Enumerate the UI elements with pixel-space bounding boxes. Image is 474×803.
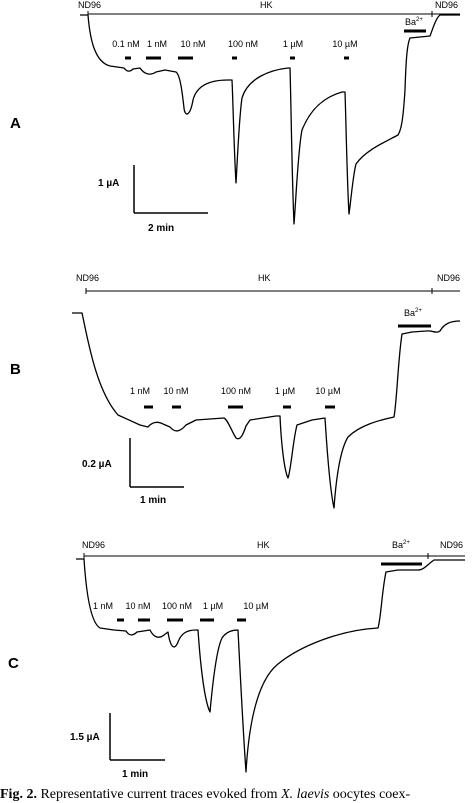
panel-b-conc-label: 10 µM	[315, 386, 340, 396]
panel-c-conc-label: 10 µM	[243, 601, 268, 611]
panel-a-conc-label: 100 nM	[228, 39, 258, 49]
panel-b-solution-mid: HK	[258, 273, 271, 283]
panel-c-solution-left: ND96	[82, 540, 105, 550]
panel-c-conc-label: 10 nM	[125, 601, 150, 611]
figure-caption-text-end: oocytes coex-	[332, 787, 411, 802]
panel-label-b: B	[10, 361, 21, 378]
panel-a-blocker-label: Ba2+	[405, 17, 423, 27]
figure-caption-label: Fig. 2.	[0, 787, 37, 802]
panel-b-current-trace	[72, 312, 461, 509]
panel-b-blocker-label: Ba2+	[404, 308, 422, 318]
panel-label-c: C	[8, 655, 19, 672]
panel-b-conc-label: 100 nM	[221, 386, 251, 396]
panel-a: A ND96 HK ND96 Ba2+ 0.1 nM 1 nM 10 nM 10…	[10, 0, 460, 234]
panel-c-scale-current-label: 1.5 µA	[70, 732, 100, 743]
panel-a-scale-time-label: 2 min	[148, 223, 174, 234]
panel-c-solution-right: ND96	[440, 540, 463, 550]
panel-c-conc-label: 100 nM	[162, 601, 192, 611]
panel-c-conc-label: 1 µM	[203, 601, 223, 611]
panel-a-solution-left: ND96	[78, 0, 101, 10]
panel-label-a: A	[10, 115, 21, 132]
panel-a-conc-label: 10 nM	[180, 39, 205, 49]
panel-b-conc-label: 1 µM	[275, 386, 295, 396]
panel-c: C ND96 HK ND96 Ba2+ 1 nM 10 nM 100 nM 1 …	[8, 540, 465, 780]
panel-a-solution-right: ND96	[435, 0, 458, 10]
panel-c-scale-time-label: 1 min	[122, 769, 148, 780]
panel-a-current-trace	[80, 14, 460, 225]
figure-caption: Fig. 2. Representative current traces ev…	[0, 787, 474, 803]
panel-a-scale-current-label: 1 µA	[98, 178, 119, 189]
figure-caption-species: X. laevis	[281, 787, 330, 802]
panel-b-scale-time-label: 1 min	[140, 495, 166, 506]
panel-a-conc-label: 1 µM	[283, 39, 303, 49]
panel-c-conc-label: 1 nM	[93, 601, 113, 611]
panel-b-scale-current-label: 0.2 µA	[82, 459, 112, 470]
panel-b-solution-right: ND96	[437, 273, 460, 283]
panel-a-conc-label: 1 nM	[147, 39, 167, 49]
panel-a-solution-mid: HK	[260, 0, 273, 10]
panel-b: B ND96 HK ND96 Ba2+ 1 nM 10 nM 100 nM 1 …	[10, 273, 461, 509]
panel-b-conc-label: 10 nM	[163, 386, 188, 396]
panel-b-conc-label: 1 nM	[130, 386, 150, 396]
panel-a-conc-label: 0.1 nM	[112, 39, 140, 49]
panel-a-conc-label: 10 µM	[332, 39, 357, 49]
panel-b-solution-left: ND96	[76, 273, 99, 283]
panel-c-solution-mid: HK	[257, 540, 270, 550]
figure-caption-text: Representative current traces evoked fro…	[40, 787, 278, 802]
panel-c-current-trace	[76, 558, 465, 773]
panel-c-blocker-label: Ba2+	[392, 540, 410, 550]
